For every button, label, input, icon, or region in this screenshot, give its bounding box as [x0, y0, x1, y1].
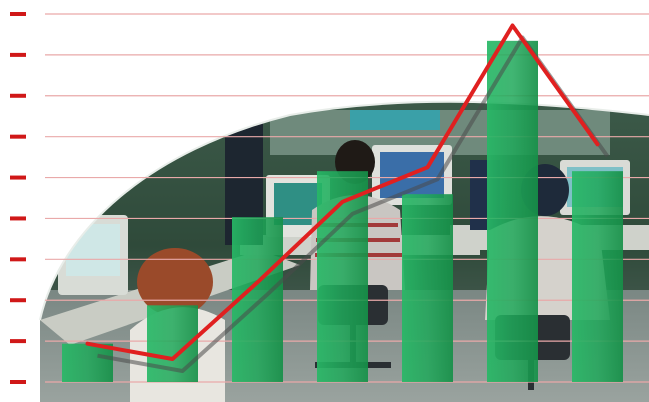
- chart-bar: [317, 171, 368, 382]
- tick-mark: [10, 175, 26, 180]
- chart-bar: [62, 343, 113, 382]
- trend-line: [85, 23, 600, 361]
- chart-trend-line: [85, 23, 610, 373]
- chart-bars: [62, 40, 623, 382]
- tick-mark: [10, 298, 26, 303]
- tick-mark: [10, 257, 26, 262]
- tick-mark: [10, 380, 26, 384]
- chart-bar: [572, 171, 623, 382]
- chart-bar: [402, 194, 453, 382]
- tick-mark: [10, 52, 26, 57]
- tick-mark: [10, 134, 26, 139]
- chart-bar: [487, 40, 538, 382]
- tick-mark: [10, 12, 26, 16]
- partition-trim: [350, 110, 440, 130]
- tick-mark: [10, 216, 26, 221]
- tick-mark: [10, 93, 26, 98]
- chart-tick-marks: [10, 12, 26, 384]
- tick-mark: [10, 339, 26, 344]
